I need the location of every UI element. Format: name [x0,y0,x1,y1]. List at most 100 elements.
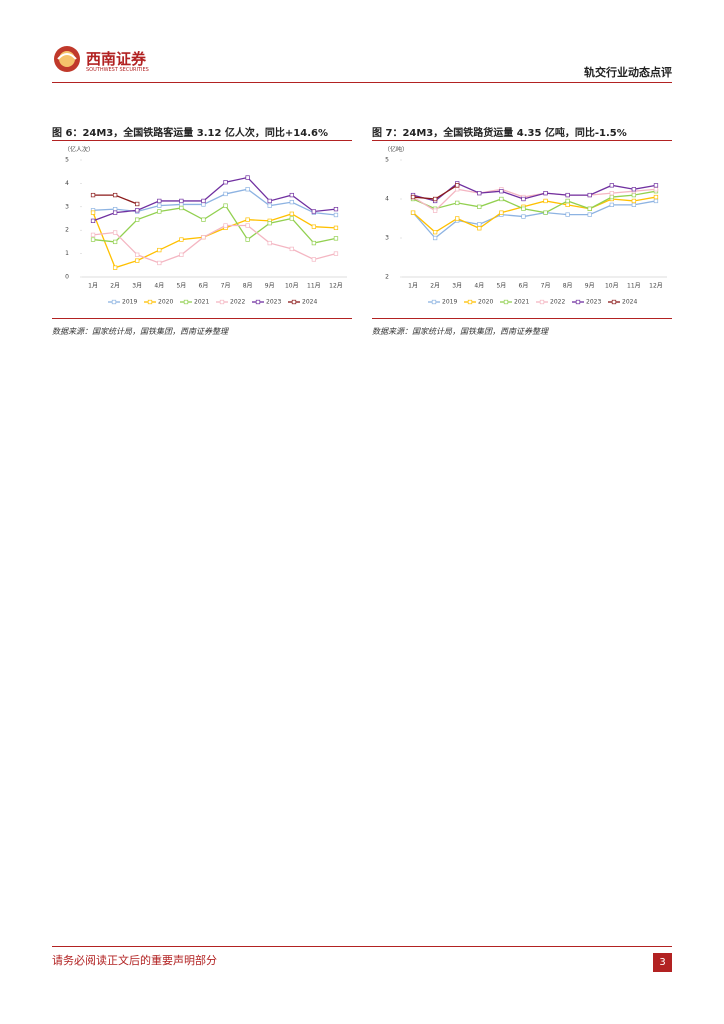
point-marker [90,210,96,215]
point-marker [587,192,592,198]
point-marker [135,201,140,207]
y-axis-label: （亿人次） [64,146,94,154]
point-marker [587,206,592,211]
point-marker [112,210,118,215]
point-marker [477,204,482,209]
point-marker [521,206,526,211]
x-tick-label: 4月 [474,283,484,290]
point-marker [455,183,460,188]
point-marker [410,194,416,200]
y-tick-label: 3 [385,235,389,242]
y-tick-label: 2 [65,227,69,234]
point-marker [587,212,592,217]
point-marker [289,246,294,252]
y-tick-label: 0 [65,274,69,281]
point-marker [543,210,548,215]
x-tick-label: 6月 [519,283,529,290]
footer-rule [52,946,672,947]
series-line [92,176,337,222]
point-marker [267,203,272,208]
x-tick-label: 8月 [563,283,573,290]
legend-label: 2023 [586,299,601,306]
chart-rule [52,318,352,319]
legend-marker [575,299,581,305]
point-marker [157,203,162,208]
chart: （亿吨） 2 3 4 5 1月 2月 3月 4月 5月 6月 7月 8月 9月 10月 11月 12月 2019 2… [384,146,667,306]
point-marker [90,192,96,198]
chart-title: 图 6：24M3，全国铁路客运量 3.12 亿人次，同比+14.6% [52,128,328,139]
point-marker [410,210,416,215]
legend-marker [539,299,545,305]
point-marker [333,236,339,241]
x-tick-label: 9月 [585,283,595,290]
series-line [412,182,657,202]
point-marker [631,192,637,198]
legend-label: 2020 [478,299,493,306]
point-marker [135,258,140,263]
point-marker [521,214,526,219]
point-marker [267,240,272,246]
legend-label: 2024 [622,299,637,306]
chart-rule [52,140,352,141]
x-tick-label: 1月 [88,283,98,290]
point-marker [455,200,460,206]
legend-label: 2022 [230,299,245,306]
x-tick-label: 7月 [221,283,231,290]
point-marker [289,211,294,216]
point-marker [201,235,206,240]
point-marker [201,198,206,204]
point-marker [653,187,659,192]
point-marker [565,202,570,207]
y-tick-label: 5 [385,157,389,164]
y-tick-label: 4 [65,180,69,187]
point-marker [609,190,614,196]
point-marker [179,198,184,204]
series-line [412,196,657,233]
x-tick-label: 10月 [285,283,299,290]
point-marker [90,237,96,242]
x-tick-label: 3月 [132,283,142,290]
point-marker [289,192,294,198]
legend-label: 2020 [158,299,173,306]
legend-label: 2023 [266,299,281,306]
point-marker [311,224,317,229]
point-marker [499,196,504,202]
point-marker [245,217,250,222]
point-marker [609,202,614,207]
point-marker [477,190,482,196]
y-axis-label: （亿吨） [384,146,408,154]
point-marker [112,265,118,270]
legend-label: 2019 [122,299,137,306]
point-marker [521,196,526,202]
point-marker [245,237,250,242]
point-marker [90,232,96,238]
y-tick-label: 3 [65,203,69,210]
point-marker [135,208,140,213]
point-marker [333,212,339,218]
point-marker [631,202,637,207]
disclaimer: 请务必阅读正文后的重要声明部分 [52,954,217,967]
x-tick-label: 12月 [329,283,343,290]
point-marker [477,222,482,227]
legend-marker [503,299,509,305]
x-tick-label: 8月 [243,283,253,290]
series-line [412,190,657,214]
x-tick-label: 5月 [496,283,506,290]
point-marker [179,237,184,242]
point-marker [112,192,118,198]
point-marker [157,198,162,204]
point-marker [565,192,570,198]
point-marker [223,223,228,228]
series-line [92,224,337,264]
x-tick-label: 2月 [110,283,120,290]
point-marker [653,198,659,204]
legend-marker [611,299,617,305]
point-marker [135,217,140,222]
chart-source: 数据来源：国家统计局，国铁集团，西南证券整理 [372,327,548,336]
legend-marker [111,299,117,305]
point-marker [179,202,184,207]
legend-marker [147,299,153,305]
x-tick-label: 5月 [176,283,186,290]
point-marker [311,209,317,214]
point-marker [311,257,317,262]
